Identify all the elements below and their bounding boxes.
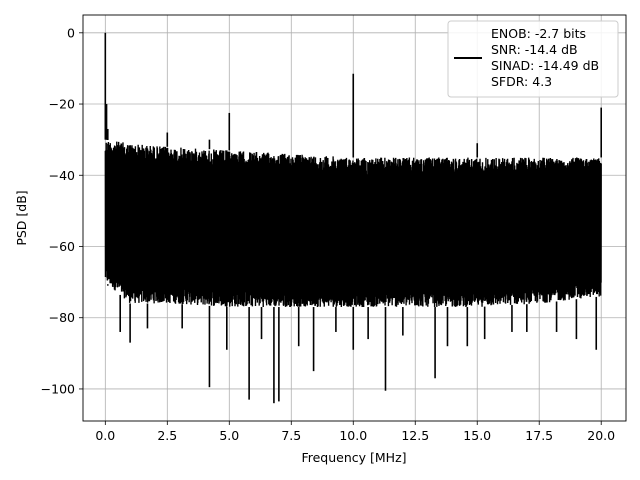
- x-axis-ticks: 0.0 2.5 5.0 7.5 10.0 12.5 15.0 17.5 20.0: [95, 421, 615, 443]
- y-tick-label: 0: [67, 25, 75, 40]
- legend-entry: ENOB: -2.7 bits: [491, 26, 586, 41]
- y-axis-label: PSD [dB]: [14, 190, 29, 245]
- x-tick-label: 12.5: [401, 428, 429, 443]
- x-tick-label: 0.0: [95, 428, 115, 443]
- x-tick-label: 15.0: [463, 428, 491, 443]
- x-tick-label: 5.0: [219, 428, 239, 443]
- y-tick-label: −100: [41, 381, 75, 396]
- legend-entry: SINAD: -14.49 dB: [491, 58, 599, 73]
- x-axis-label: Frequency [MHz]: [301, 450, 406, 465]
- x-tick-label: 20.0: [587, 428, 615, 443]
- psd-noise-trace: [104, 141, 602, 308]
- x-tick-label: 2.5: [157, 428, 177, 443]
- y-tick-label: −60: [49, 239, 75, 254]
- legend-entry: SFDR: 4.3: [491, 74, 552, 89]
- legend-box: [447, 20, 619, 98]
- y-tick-label: −80: [49, 310, 75, 325]
- legend-entry: SNR: -14.4 dB: [491, 42, 578, 57]
- x-tick-label: 10.0: [339, 428, 367, 443]
- y-tick-label: −40: [49, 168, 75, 183]
- y-axis-ticks: 0 −20 −40 −60 −80 −100: [41, 25, 83, 396]
- x-tick-label: 17.5: [525, 428, 553, 443]
- x-tick-label: 7.5: [281, 428, 301, 443]
- series-layer: [104, 32, 603, 404]
- y-tick-label: −20: [49, 97, 75, 112]
- plot-frame: [82, 14, 627, 422]
